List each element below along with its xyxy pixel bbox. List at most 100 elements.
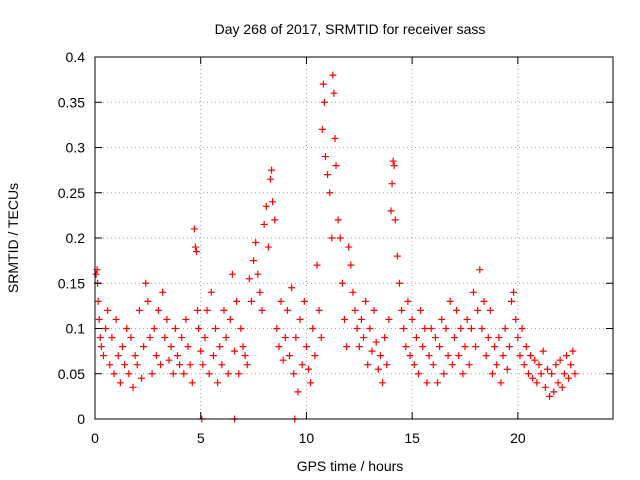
data-point <box>254 270 262 278</box>
data-point <box>209 352 217 360</box>
y-tick-label: 0.1 <box>66 321 86 337</box>
data-point <box>329 71 337 79</box>
data-point <box>205 370 213 378</box>
data-point <box>264 243 272 251</box>
data-point <box>326 189 334 197</box>
data-point <box>562 352 570 360</box>
data-point <box>121 361 129 369</box>
data-point <box>385 315 393 323</box>
data-point <box>357 315 365 323</box>
data-point <box>195 325 203 332</box>
data-point <box>231 347 239 355</box>
data-point <box>220 306 228 314</box>
data-point <box>318 125 326 133</box>
x-tick-label: 15 <box>404 430 420 446</box>
data-point <box>243 361 251 369</box>
data-point <box>250 257 258 265</box>
data-point <box>269 198 277 206</box>
data-point <box>524 370 532 378</box>
data-point <box>102 325 110 332</box>
data-point <box>472 343 480 351</box>
data-point <box>330 89 338 97</box>
data-point <box>370 306 378 314</box>
data-point <box>390 162 398 170</box>
data-point <box>258 306 266 314</box>
data-point <box>465 361 473 369</box>
data-point <box>423 379 431 387</box>
data-point <box>218 361 226 369</box>
data-point <box>169 370 177 378</box>
data-point <box>201 334 209 342</box>
data-point <box>461 343 469 351</box>
data-point <box>245 275 253 283</box>
data-point <box>340 315 348 323</box>
data-point <box>484 334 492 342</box>
data-point <box>271 216 279 224</box>
data-point <box>296 315 304 323</box>
data-point <box>197 347 205 355</box>
data-point <box>324 171 332 179</box>
data-point <box>135 306 143 314</box>
data-point <box>138 374 146 382</box>
data-point <box>123 325 131 332</box>
data-point <box>320 98 328 106</box>
data-point <box>372 338 380 346</box>
data-point <box>199 361 207 369</box>
x-axis-ticks: 0 5 10 15 20 <box>91 57 526 446</box>
data-point <box>300 297 308 305</box>
data-point <box>565 374 573 382</box>
y-tick-label: 0.3 <box>66 140 86 156</box>
data-point <box>186 361 194 369</box>
data-point <box>552 361 560 369</box>
data-point <box>567 361 575 369</box>
data-point <box>355 343 363 351</box>
data-point <box>144 297 152 305</box>
x-tick-label: 5 <box>197 430 205 446</box>
data-point <box>184 343 192 351</box>
data-point <box>116 379 124 387</box>
data-point <box>379 379 387 387</box>
data-point <box>391 216 399 224</box>
data-point <box>546 392 554 400</box>
data-point <box>438 315 446 323</box>
data-point <box>148 370 156 378</box>
data-point <box>288 284 296 292</box>
data-point <box>360 334 368 342</box>
data-point <box>529 374 537 382</box>
data-point <box>425 352 433 360</box>
data-point <box>505 343 513 351</box>
data-point <box>165 356 173 364</box>
data-point <box>467 325 475 332</box>
data-point <box>336 234 344 242</box>
data-point <box>395 279 403 287</box>
data-point <box>368 347 376 355</box>
data-point <box>222 334 230 342</box>
data-point <box>362 297 370 305</box>
data-point <box>129 383 137 391</box>
data-point <box>448 361 456 369</box>
data-point <box>412 334 420 342</box>
data-point <box>110 370 118 378</box>
data-point <box>309 325 317 332</box>
data-point <box>180 370 188 378</box>
data-point <box>535 361 543 369</box>
data-point <box>252 239 260 247</box>
data-point <box>163 315 171 323</box>
data-point <box>459 370 467 378</box>
data-point <box>440 370 448 378</box>
data-point <box>453 306 461 314</box>
data-point <box>191 243 199 251</box>
data-point <box>226 315 234 323</box>
y-axis-ticks: 0 0.05 0.1 0.15 0.2 0.25 0.3 0.35 0.4 <box>58 49 613 427</box>
data-point <box>131 352 139 360</box>
data-point <box>558 383 566 391</box>
data-point <box>96 334 104 342</box>
data-point <box>239 343 247 351</box>
data-point <box>192 248 200 256</box>
data-point <box>388 180 396 188</box>
data-point <box>476 266 484 274</box>
data-point <box>548 370 556 378</box>
data-point <box>533 379 541 387</box>
data-point <box>307 379 315 387</box>
y-tick-label: 0.25 <box>58 185 85 201</box>
